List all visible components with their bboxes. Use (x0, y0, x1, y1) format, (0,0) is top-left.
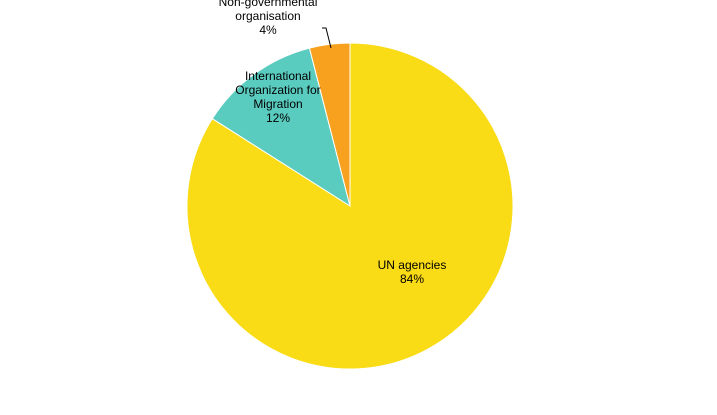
data-label-category-line: International (245, 69, 311, 83)
data-label-value: 12% (266, 111, 290, 125)
data-label-3: Non-governmental organisation 4% (219, 0, 318, 37)
data-label-value: 84% (400, 272, 424, 286)
data-label-category-line: organisation (235, 9, 300, 23)
data-label-1: UN agencies 84% (378, 258, 447, 286)
leader-line-3 (322, 27, 332, 49)
pie-slices (186, 42, 514, 370)
leader-lines (322, 27, 332, 49)
data-label-category-line: UN agencies (378, 258, 447, 272)
data-labels: UN agencies 84% International Organization … (219, 0, 447, 286)
pie-slice-2 (211, 47, 351, 208)
data-label-2: International Organization for Migration 12… (235, 69, 320, 125)
data-label-value: 4% (259, 23, 277, 37)
data-label-category-line: Non-governmental (219, 0, 318, 9)
data-label-category-line: Migration (253, 97, 302, 111)
data-label-category-line: Organization for (235, 83, 320, 97)
